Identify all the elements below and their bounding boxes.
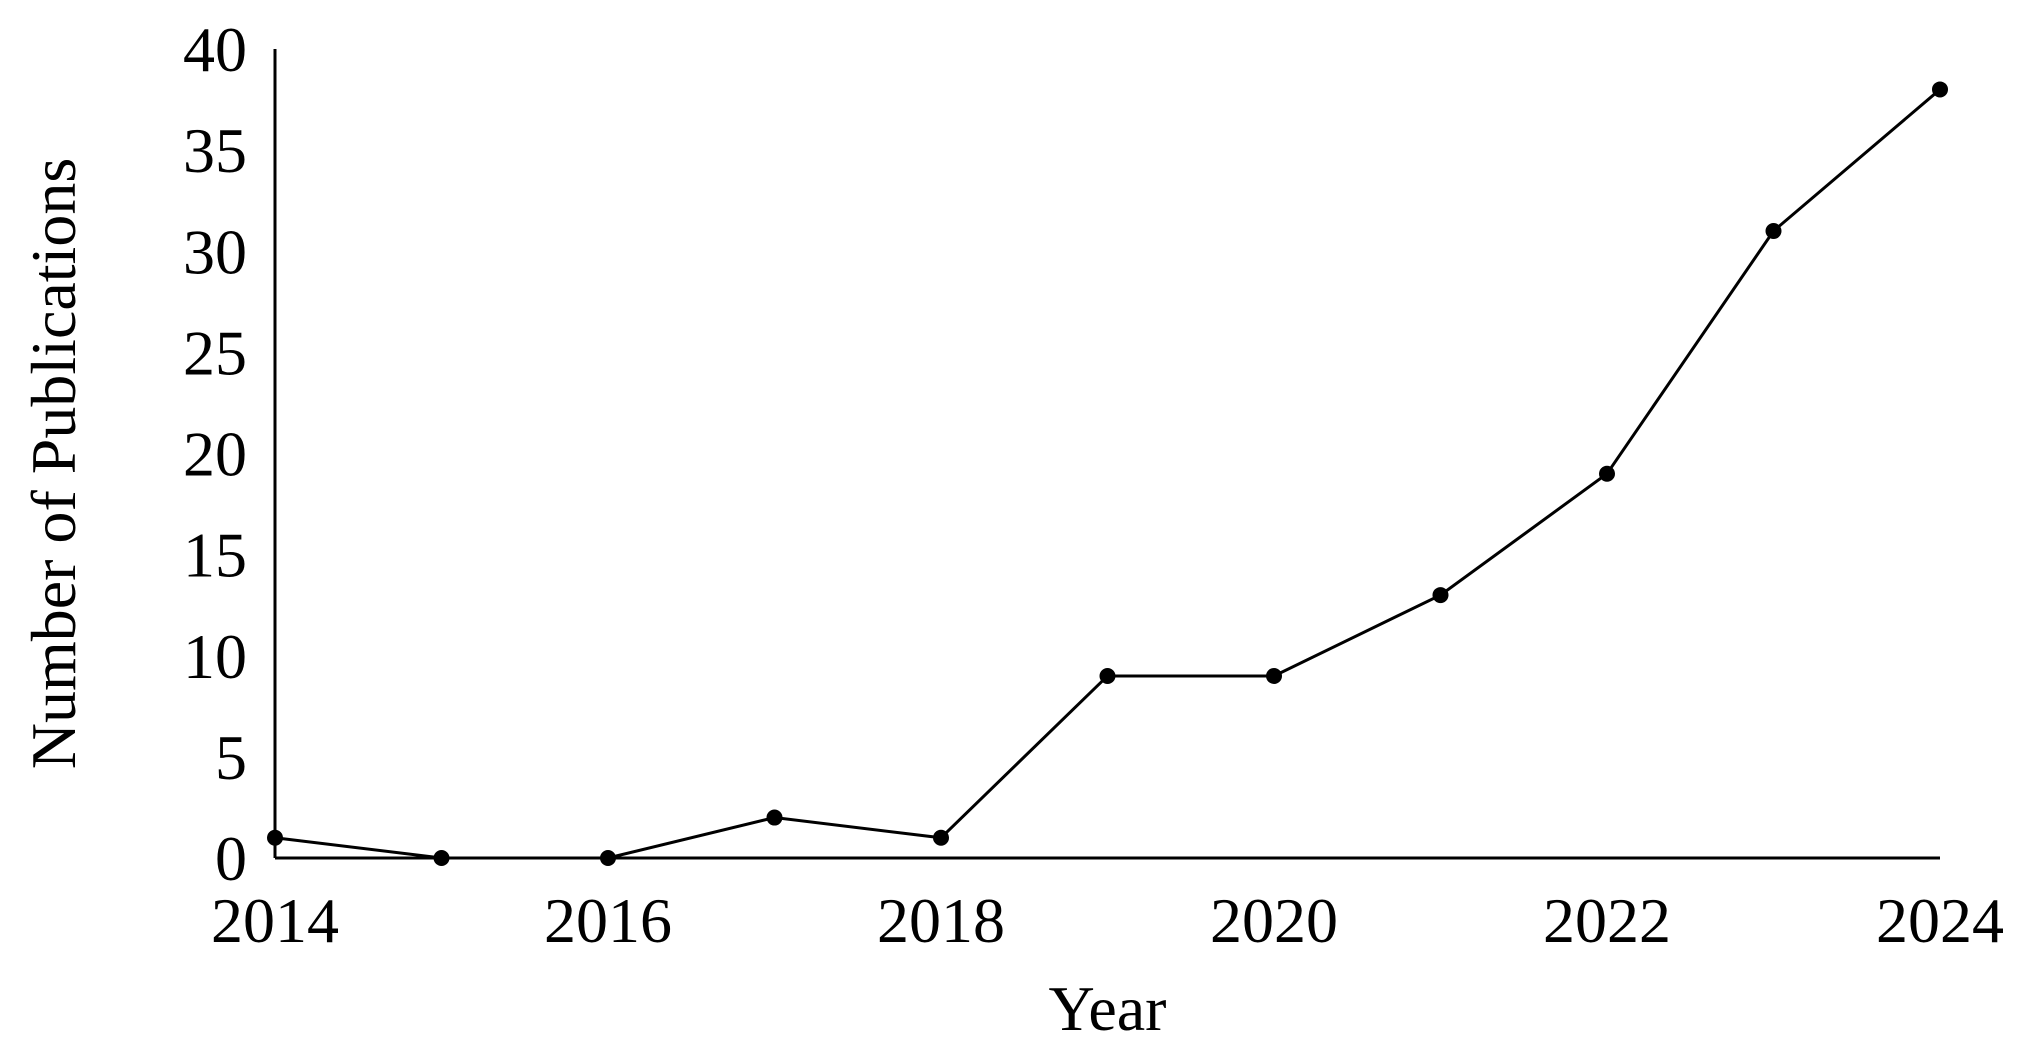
- y-tick-label: 25: [183, 317, 247, 388]
- y-tick-label: 15: [183, 520, 247, 591]
- y-tick-label: 35: [183, 115, 247, 186]
- data-point-2022: [1599, 465, 1615, 482]
- y-tick-label: 30: [183, 216, 247, 287]
- y-tick-label: 40: [183, 14, 247, 85]
- axes: [273, 49, 1940, 860]
- data-point-2024: [1932, 81, 1948, 98]
- data-point-2020: [1266, 667, 1282, 684]
- y-tick-label: 20: [183, 419, 247, 490]
- x-tick-label: 2014: [211, 885, 339, 956]
- data-point-2015: [433, 850, 450, 866]
- data-point-2016: [600, 850, 616, 866]
- x-tick-label: 2016: [544, 885, 672, 956]
- data-point-2023: [1765, 223, 1782, 240]
- y-axis-label: Number of Publications: [18, 158, 89, 769]
- x-tick-label: 2024: [1876, 885, 2004, 956]
- data-point-2017: [766, 809, 783, 826]
- data-point-2019: [1099, 667, 1116, 684]
- data-point-2021: [1432, 587, 1449, 604]
- x-tick-label: 2020: [1210, 885, 1338, 956]
- y-tick-label: 0: [215, 823, 247, 894]
- x-tick-label: 2022: [1543, 885, 1671, 956]
- series-group: [267, 81, 1948, 866]
- x-tick-labels: 2014 2016 2018 2020 2022 2024: [211, 885, 2004, 956]
- y-tick-label: 10: [183, 621, 247, 692]
- y-tick-label: 5: [215, 722, 247, 793]
- data-point-2014: [267, 829, 283, 846]
- x-axis-label: Year: [1049, 973, 1167, 1044]
- series-line: [274, 88, 1941, 860]
- y-tick-labels: 0 5 10 15 20 25 30 35 40: [183, 14, 247, 894]
- data-point-2018: [933, 829, 949, 846]
- x-tick-label: 2018: [877, 885, 1005, 956]
